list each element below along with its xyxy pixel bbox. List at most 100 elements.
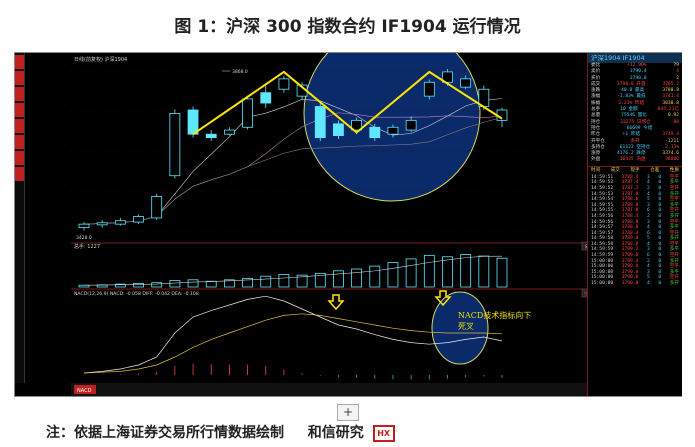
quote-key: 成交 — [591, 81, 601, 87]
bottom-tab-macd[interactable] — [74, 385, 96, 394]
quote-value-2: 3374.6 — [662, 151, 679, 157]
candle-body — [260, 92, 272, 104]
figure-title: 图 1：沪深 300 指数合约 IF1904 运行情况 — [174, 17, 521, 37]
candle — [205, 130, 217, 142]
trade-cell: 4 — [646, 241, 650, 247]
left-toolbar — [15, 53, 25, 383]
trade-row: 15:00:00 3790.0 5 0 空开 — [588, 275, 682, 281]
quote-value: +1 昨结 — [622, 132, 641, 138]
trade-cell: 3788.4 — [621, 213, 639, 219]
trade-cell: 0 — [658, 174, 662, 180]
candle-body — [405, 119, 417, 131]
trade-cell: 14:59:57 — [591, 225, 614, 231]
trade-cell: 3788.6 — [621, 197, 639, 203]
trade-cell: 空开 — [669, 185, 679, 191]
candle-body — [96, 222, 108, 226]
quote-value-2: 0.92 — [667, 113, 679, 119]
trade-cell: 14:59:55 — [591, 202, 614, 208]
trade-header-cell: 性质 — [669, 167, 679, 173]
left-tab-3[interactable] — [15, 87, 24, 101]
trade-cell: 多平 — [669, 202, 679, 208]
trade-cell: 3788.4 — [621, 174, 639, 180]
volume-bar — [314, 272, 326, 288]
quote-value: 4176.2 跌停 — [617, 151, 646, 157]
trade-cell: 0 — [658, 185, 662, 191]
kline-chart[interactable]: 日线(前复权) 沪深1904 总手: 1227 成交量 NACD(12,26,9… — [15, 53, 681, 396]
volume-bar — [114, 283, 126, 288]
candle-body — [333, 123, 344, 136]
trade-cell: 空平 — [669, 264, 679, 270]
trade-row: 15:00:00 3790.0 4 0 多开 — [588, 281, 682, 287]
trade-cell: 4 — [646, 225, 650, 231]
trade-cell: 6 — [646, 230, 650, 236]
trade-cell: 14:59:58 — [591, 241, 614, 247]
candle — [151, 193, 163, 221]
left-tab-4[interactable] — [15, 103, 24, 117]
trade-cell: 14:59:54 — [591, 197, 614, 203]
trade-header-cell: 成交 — [610, 167, 620, 173]
trade-cell: 3790.0 — [621, 269, 639, 275]
quote-value-2: 79 — [673, 63, 679, 68]
quote-row: 外盘 36435 内盘 38800 — [588, 157, 682, 163]
trade-row: 14:59:51 3788.4 3 0 空平 — [588, 175, 682, 181]
candle — [242, 95, 253, 130]
trade-cell: 3 — [646, 269, 650, 275]
trade-cell: 5 — [646, 197, 650, 203]
candle-body — [114, 220, 126, 225]
candle-body — [151, 196, 163, 219]
left-tab-5[interactable] — [15, 119, 24, 133]
quote-row: 多持仓 61123 空持仓 2.13% — [588, 145, 682, 151]
candle-body — [278, 78, 290, 90]
trade-cell: 5 — [646, 236, 650, 242]
candle — [387, 124, 399, 138]
hexin-logo: HX — [372, 424, 395, 442]
trade-row: 15:00:00 3790.0 3 0 多平 — [588, 270, 682, 276]
trade-cell: 空平 — [669, 197, 679, 203]
trade-cell: 15:00:00 — [591, 275, 614, 281]
trade-cell: 15:00:00 — [591, 281, 614, 287]
candle-body — [133, 216, 144, 223]
trade-row: 14:59:59 3789.2 3 0 多平 — [588, 247, 682, 253]
trade-cell: 14:59:55 — [591, 208, 614, 214]
left-tab-7[interactable] — [15, 151, 24, 165]
trade-row: 15:00:00 3789.4 2 0 多开 — [588, 259, 682, 265]
trade-row: 14:59:57 3788.0 4 0 多平 — [588, 225, 682, 231]
trade-row: 14:59:58 3789.0 5 0 多开 — [588, 236, 682, 242]
trade-cell: 3788.8 — [621, 219, 639, 225]
quote-value-2: 3749.4 — [662, 132, 679, 138]
quote-value-2: 3780.8 — [662, 88, 679, 94]
quote-key: 振幅 — [591, 100, 601, 106]
trade-cell: 4 — [646, 264, 650, 270]
candle-body — [387, 126, 399, 135]
trade-cell: 3789.2 — [621, 247, 639, 253]
trade-cell: 3 — [646, 247, 650, 253]
trade-cell: 多开 — [669, 281, 679, 287]
quote-key: 外盘 — [591, 157, 601, 163]
left-tab-8[interactable] — [15, 167, 24, 181]
trade-cell: 15:00:00 — [591, 269, 614, 275]
left-tab-6[interactable] — [15, 135, 24, 149]
trade-cell: 空开 — [669, 208, 679, 214]
left-tab-2[interactable] — [15, 71, 24, 85]
quote-value: -40.8 最高 — [618, 88, 645, 94]
trade-cell: 0 — [658, 219, 662, 225]
trade-cell: 3 — [646, 202, 650, 208]
quote-row: 委比 +12.90% 79 — [588, 63, 682, 69]
volume-bar — [496, 257, 508, 288]
volume-bar — [169, 280, 181, 288]
trade-cell: 14:59:53 — [591, 191, 614, 197]
trade-cell: 0 — [658, 197, 662, 203]
quote-value-2: 2.13% — [665, 144, 679, 150]
add-tab-button[interactable]: + — [337, 404, 359, 421]
trade-cell: 3790.0 — [621, 275, 639, 281]
candle — [114, 217, 126, 226]
trade-row: 14:59:56 3788.4 2 0 多开 — [588, 214, 682, 220]
candle-body — [205, 133, 217, 139]
trade-cell: 3787.8 — [621, 208, 639, 214]
trade-row: 14:59:55 3788.0 3 0 多平 — [588, 203, 682, 209]
quote-row: 持仓 66699 今结 — [588, 126, 682, 132]
volume-bar — [460, 254, 472, 288]
left-tab-1[interactable] — [15, 55, 24, 69]
quote-value-2: 4 — [676, 69, 679, 75]
trade-row: 14:59:52 3787.2 2 0 空开 — [588, 186, 682, 192]
